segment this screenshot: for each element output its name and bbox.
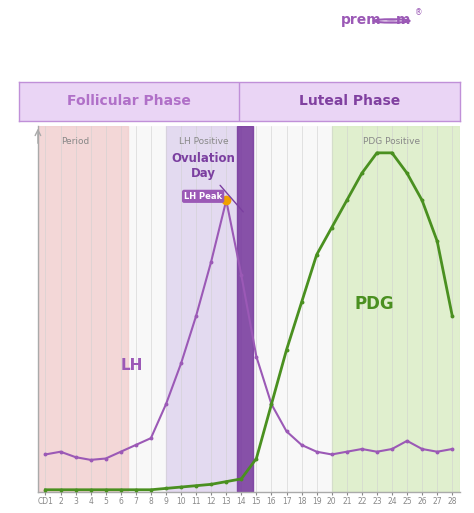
Text: Non-pregnant: Non-pregnant: [161, 51, 313, 71]
Text: m: m: [396, 13, 410, 27]
Bar: [237, 126, 254, 492]
Circle shape: [387, 21, 396, 22]
Text: LH Positive: LH Positive: [179, 136, 228, 146]
Text: LH: LH: [121, 358, 143, 373]
Text: LH Peak: LH Peak: [184, 192, 222, 201]
Text: Period: Period: [62, 136, 90, 146]
Text: Ovulation
Day: Ovulation Day: [172, 152, 243, 212]
Text: PDG: PDG: [354, 295, 394, 313]
Bar: [166, 126, 241, 492]
Text: prem: prem: [341, 13, 382, 27]
Text: Follicular Phase: Follicular Phase: [67, 94, 191, 108]
Bar: [332, 126, 460, 492]
Text: PDG Positive: PDG Positive: [364, 136, 420, 146]
Bar: [38, 126, 128, 492]
Text: ®: ®: [415, 8, 422, 17]
Text: Luteal Phase: Luteal Phase: [299, 94, 400, 108]
